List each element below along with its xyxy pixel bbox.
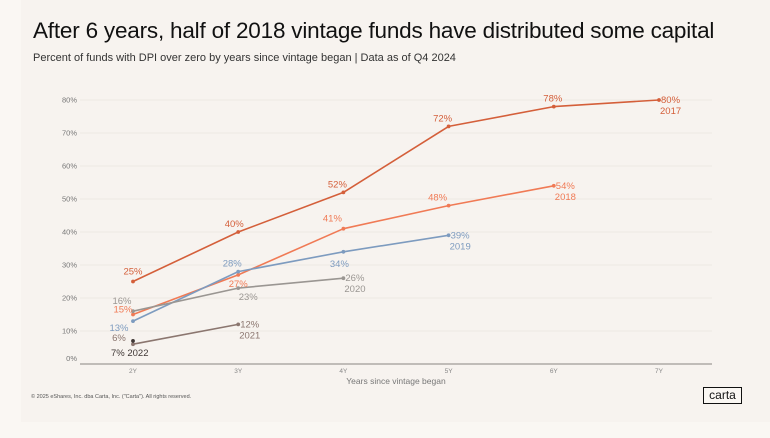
x-tick-label: 3Y: [234, 368, 243, 375]
data-label-2018: 27%: [229, 279, 249, 290]
data-label-2017: 72%: [433, 113, 453, 124]
data-label-2020: 16%: [112, 296, 132, 307]
data-point-2019: [446, 233, 451, 238]
series-line-2017: [132, 99, 660, 283]
data-point-2018: [236, 273, 241, 277]
y-tick-label: 50%: [62, 195, 77, 204]
series-line-2021: [132, 323, 239, 345]
y-tick-label: 30%: [62, 261, 77, 270]
y-tick-label: 40%: [62, 228, 77, 237]
data-point-2017: [236, 230, 241, 234]
y-tick-label: 70%: [62, 129, 77, 138]
data-label-2022: 7% 2022: [111, 348, 149, 359]
copyright-text: © 2025 eShares, Inc. dba Carta, Inc. ("C…: [31, 394, 192, 400]
data-point-2020: [341, 276, 346, 281]
data-label-2019: 28%: [223, 259, 243, 270]
data-label-2019: 13%: [109, 323, 129, 334]
chart-panel: [21, 0, 770, 422]
series-name-label: 2020: [344, 284, 365, 295]
x-tick-label: 5Y: [445, 368, 454, 375]
data-label-2019: 39%: [451, 230, 471, 241]
data-point-2017: [446, 124, 451, 129]
chart-title: After 6 years, half of 2018 vintage fund…: [33, 18, 715, 43]
data-point-2017: [657, 98, 661, 102]
data-point-2021: [131, 342, 135, 347]
data-point-2019: [341, 249, 346, 254]
data-point-2017: [341, 190, 346, 195]
data-label-2019: 34%: [330, 259, 350, 270]
y-tick-label: 10%: [62, 327, 77, 336]
x-tick-label: 7Y: [655, 368, 664, 375]
data-labels: 25%40%52%72%78% 80%201715%27%41%48%54%201…: [109, 94, 681, 359]
data-label-2018: 54%: [556, 181, 576, 192]
data-label-2017: 40%: [225, 219, 245, 230]
data-point-2018: [341, 226, 346, 231]
y-tick-label: 60%: [62, 162, 77, 171]
data-label-2017: 52%: [328, 179, 348, 190]
series-name-label: 2019: [450, 241, 471, 252]
x-tick-label: 4Y: [339, 368, 348, 375]
x-tick-label: 2Y: [129, 368, 138, 375]
data-point-2020: [131, 309, 135, 314]
x-axis-label: Years since vintage began: [346, 376, 446, 386]
data-point-2018: [131, 312, 135, 317]
data-label-2017: 78%: [543, 94, 563, 105]
data-point-2018: [446, 203, 451, 208]
data-label-2018: 41%: [323, 214, 343, 225]
data-point-2019: [131, 319, 135, 323]
data-label-2017: 80%: [661, 95, 681, 106]
data-point-2017: [551, 104, 556, 109]
data-label-2020: 23%: [239, 292, 259, 303]
data-point-2020: [236, 286, 241, 290]
y-axis-ticks: 0% 10% 20% 30% 40% 50% 60% 70% 80%: [62, 96, 77, 364]
data-label-2018: 15%: [113, 305, 133, 316]
data-point-2022: [131, 339, 135, 343]
data-label-2018: 48%: [428, 193, 448, 204]
data-point-2021: [236, 322, 241, 327]
gridlines: [80, 99, 712, 332]
data-point-2018: [551, 183, 556, 188]
series-name-label: 2021: [239, 330, 260, 341]
data-label-2017: 25%: [123, 267, 143, 278]
series-line-2019: [132, 234, 449, 322]
x-axis-ticks: 2Y 3Y 4Y 5Y 6Y 7Y: [129, 368, 664, 375]
series-group: [131, 98, 661, 347]
carta-logo[interactable]: carta: [703, 387, 742, 404]
series-name-label: 2017: [660, 106, 681, 117]
data-label-2021: 12%: [240, 319, 260, 330]
series-name-label: 2018: [555, 192, 576, 203]
data-point-2019: [236, 269, 241, 274]
chart-subtitle: Percent of funds with DPI over zero by y…: [33, 52, 456, 64]
x-tick-label: 6Y: [550, 368, 559, 375]
data-label-2021: 6%: [112, 333, 126, 344]
data-label-2020: 26%: [345, 273, 365, 284]
data-point-2017: [131, 279, 135, 284]
y-tick-label: 20%: [62, 294, 77, 303]
y-tick-label: 80%: [62, 96, 77, 105]
y-tick-label: 0%: [66, 354, 77, 363]
